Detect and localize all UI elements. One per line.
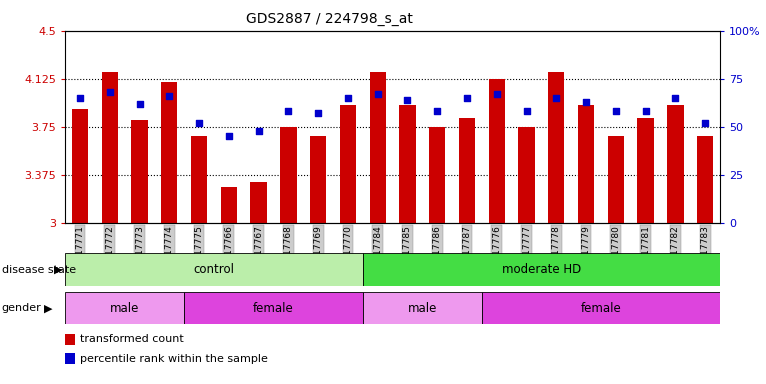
Point [223, 133, 235, 139]
Bar [250, 182, 267, 223]
Point [401, 97, 414, 103]
Bar [548, 72, 565, 223]
Text: gender: gender [2, 303, 41, 313]
Text: percentile rank within the sample: percentile rank within the sample [80, 354, 268, 364]
Point [312, 110, 324, 116]
Bar [363, 292, 482, 324]
Text: female: female [253, 302, 294, 314]
Bar [65, 353, 75, 364]
Bar [363, 253, 720, 286]
Bar [667, 105, 683, 223]
Bar [637, 118, 654, 223]
Bar [72, 109, 88, 223]
Bar [131, 120, 148, 223]
Point [520, 108, 532, 114]
Point [431, 108, 444, 114]
Bar [102, 72, 118, 223]
Point [550, 95, 562, 101]
Bar [65, 334, 75, 345]
Bar [607, 136, 624, 223]
Point [669, 95, 682, 101]
Text: transformed count: transformed count [80, 334, 184, 344]
Bar [184, 292, 363, 324]
Point [610, 108, 622, 114]
Bar [489, 79, 505, 223]
Point [580, 99, 592, 105]
Point [253, 127, 265, 134]
Point [640, 108, 652, 114]
Bar [65, 253, 363, 286]
Point [372, 91, 384, 97]
Bar [697, 136, 713, 223]
Point [133, 101, 146, 107]
Bar [369, 72, 386, 223]
Bar [340, 105, 356, 223]
Bar [191, 136, 208, 223]
Bar [482, 292, 720, 324]
Point [491, 91, 503, 97]
Bar [161, 82, 178, 223]
Bar [310, 136, 326, 223]
Point [699, 120, 712, 126]
Bar [459, 118, 475, 223]
Bar [519, 127, 535, 223]
Text: ▶: ▶ [54, 265, 63, 275]
Bar [221, 187, 237, 223]
Point [193, 120, 205, 126]
Bar [578, 105, 594, 223]
Text: ▶: ▶ [44, 303, 52, 313]
Point [163, 93, 175, 99]
Point [282, 108, 294, 114]
Bar [399, 105, 416, 223]
Bar [280, 127, 296, 223]
Point [342, 95, 354, 101]
Bar [429, 127, 445, 223]
Text: female: female [581, 302, 621, 314]
Bar [65, 292, 184, 324]
Text: male: male [110, 302, 139, 314]
Point [461, 95, 473, 101]
Text: moderate HD: moderate HD [502, 263, 581, 276]
Text: male: male [408, 302, 437, 314]
Point [103, 89, 116, 95]
Text: GDS2887 / 224798_s_at: GDS2887 / 224798_s_at [246, 12, 413, 25]
Text: control: control [194, 263, 234, 276]
Text: disease state: disease state [2, 265, 76, 275]
Point [74, 95, 86, 101]
